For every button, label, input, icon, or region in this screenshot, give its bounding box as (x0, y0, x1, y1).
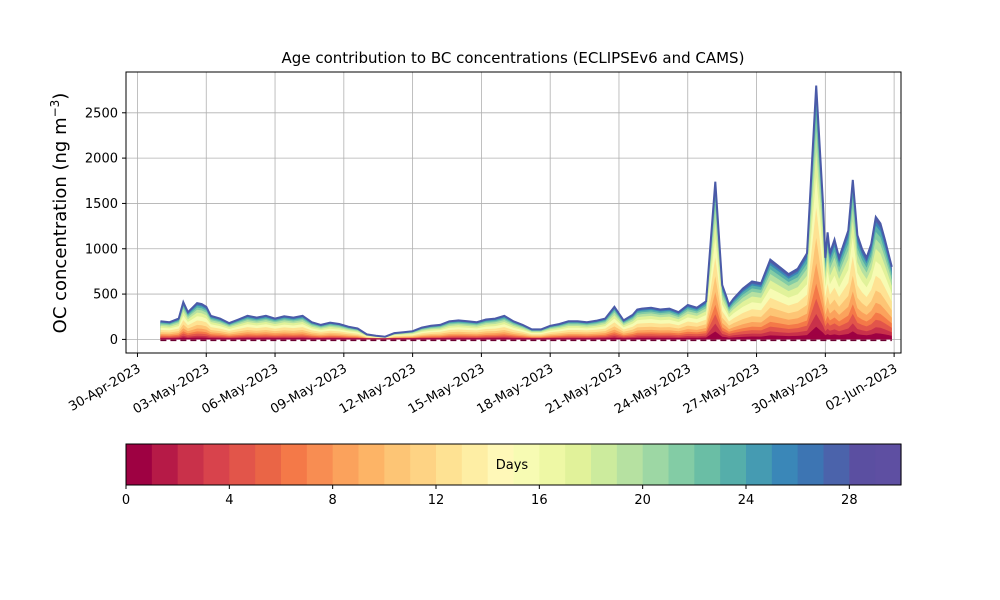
colorbar-tick-label: 20 (634, 493, 651, 508)
colorbar-frame (125, 443, 902, 486)
colorbar-bin (436, 444, 463, 485)
y-axis: 0 500 1000 1500 2000 2500 (85, 106, 126, 348)
y-tick-label: 500 (93, 288, 118, 303)
grid-lines (126, 72, 901, 353)
colorbar-bin (694, 444, 721, 485)
age-layer-area (160, 207, 892, 340)
colorbar-bin (203, 444, 230, 485)
colorbar-bin (126, 444, 153, 485)
colorbar-bin (410, 444, 437, 485)
colorbar-tick-label: 0 (122, 493, 130, 508)
colorbar-bin (539, 444, 566, 485)
colorbar-bin (591, 444, 618, 485)
y-tick-label: 1500 (85, 197, 118, 212)
stacked-area-series (160, 85, 893, 342)
age-layer-area (160, 263, 892, 340)
y-axis-label-main: OC concentration (ng m (50, 117, 71, 333)
y-axis-label-close: ) (50, 93, 71, 100)
chart-title: Age contribution to BC concentrations (E… (282, 49, 745, 67)
colorbar-bin (281, 444, 308, 485)
age-layer-area (160, 237, 892, 340)
colorbar-bin (797, 444, 825, 485)
colorbar-bin (513, 444, 540, 485)
colorbar-bin (616, 444, 644, 485)
colorbar-bin (332, 444, 360, 485)
colorbar-bin (668, 444, 695, 485)
colorbar-bin (151, 444, 179, 485)
colorbar-bin (771, 444, 799, 485)
colorbar-bin (255, 444, 282, 485)
y-tick-label: 0 (110, 333, 118, 348)
colorbar-bin (642, 444, 670, 485)
colorbar-bin (746, 444, 773, 485)
colorbar-bin (461, 444, 489, 485)
colorbar-bin (487, 444, 515, 485)
y-tick-label: 2000 (85, 152, 118, 167)
colorbar-tick-label: 4 (225, 493, 233, 508)
y-axis-label-superscript: −3 (48, 100, 62, 118)
colorbar-tick-label: 16 (531, 493, 548, 508)
colorbar-bin (177, 444, 205, 485)
colorbar-bin (306, 444, 334, 485)
y-tick-label: 1000 (85, 242, 118, 257)
age-layer-area (160, 283, 892, 340)
age-layer-area (160, 314, 892, 340)
colorbar-bin (849, 444, 876, 485)
y-tick-label: 2500 (85, 106, 118, 121)
colorbar-ticks: 0 4 8 12 16 20 24 28 (122, 485, 858, 508)
colorbar-tick-label: 28 (841, 493, 858, 508)
colorbar-bin (875, 444, 902, 485)
colorbar-bin (720, 444, 747, 485)
total-outline-line (160, 85, 893, 338)
y-axis-label: OC concentration (ng m−3) (48, 93, 71, 334)
colorbar-tick-label: 24 (738, 493, 755, 508)
plot-frame (125, 71, 902, 354)
age-layer-area (160, 326, 892, 340)
age-layer-area (160, 177, 892, 340)
colorbar-bin (565, 444, 592, 485)
colorbar-tick-label: 12 (428, 493, 445, 508)
colorbar-label: Days (496, 458, 529, 473)
colorbar-bin (358, 444, 385, 485)
colorbar (126, 444, 902, 485)
colorbar-tick-label: 8 (329, 493, 337, 508)
age-layer-base (160, 334, 892, 340)
age-layer-area (160, 298, 892, 340)
colorbar-bin (229, 444, 256, 485)
colorbar-bin (384, 444, 411, 485)
colorbar-bin (823, 444, 850, 485)
